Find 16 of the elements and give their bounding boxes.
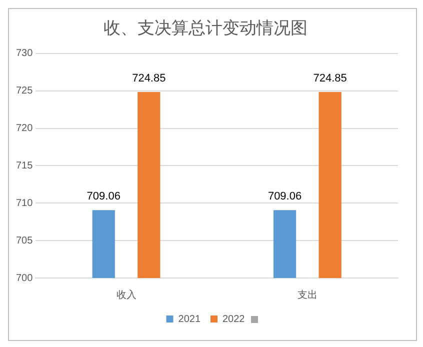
x-tick-label: 支出: [297, 288, 318, 301]
legend-label: 2021: [178, 314, 201, 325]
data-label: 724.85: [313, 72, 347, 84]
y-tick-label: 715: [16, 160, 34, 172]
legend-label: 2022: [222, 314, 246, 325]
data-label: 724.85: [132, 72, 166, 84]
y-tick-label: 710: [16, 198, 34, 209]
x-tick-label: 收入: [116, 288, 136, 301]
y-tick-label: 705: [16, 235, 34, 246]
chart-title: 收、支决算总计变动情况图: [104, 18, 308, 39]
y-tick-label: 720: [16, 123, 34, 134]
y-tick-label: 725: [16, 86, 34, 97]
y-tick-label: 730: [16, 48, 34, 60]
data-label: 709.06: [268, 190, 302, 203]
data-label: 709.06: [86, 190, 120, 203]
y-tick-label: 700: [16, 272, 34, 284]
